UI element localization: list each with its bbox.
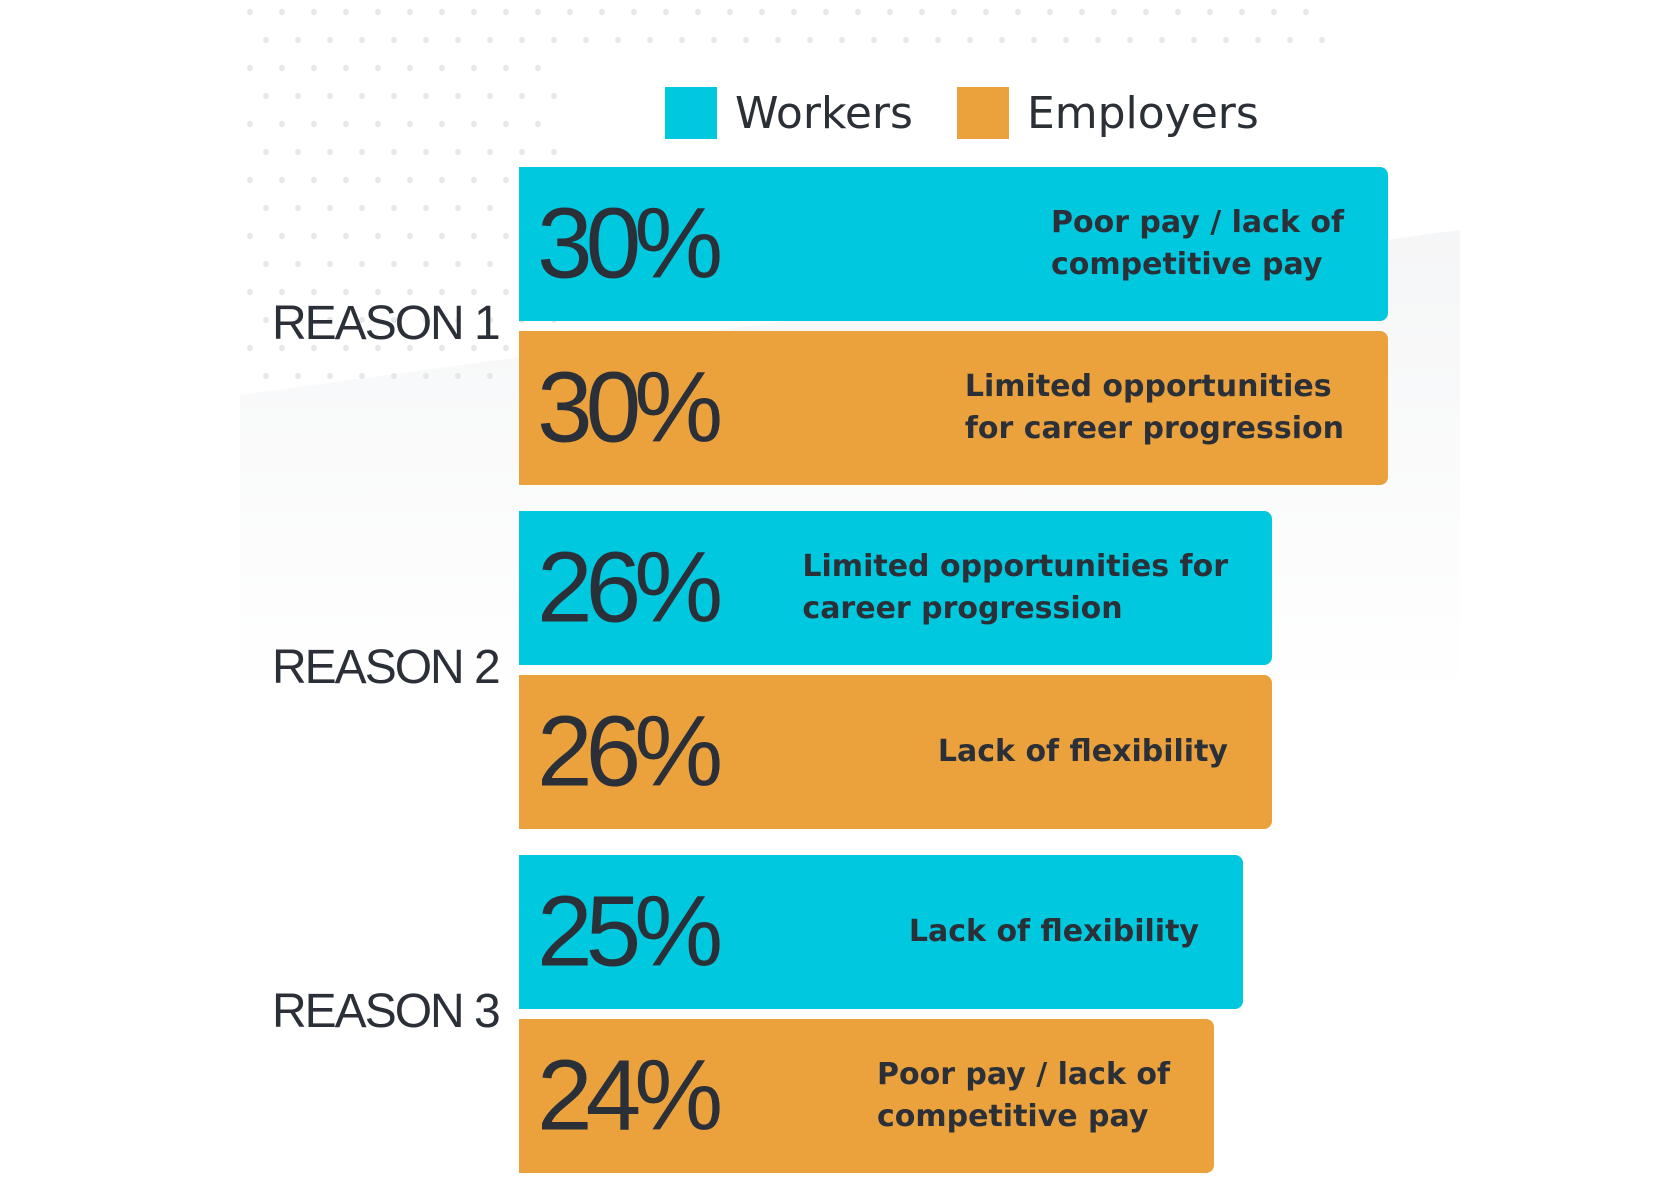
bar-employers-reason-1: 30% Limited opportunities for career prog… (519, 331, 1388, 485)
bar-value-label: 24% (537, 1039, 723, 1152)
legend: Workers Employers (665, 86, 1303, 140)
bar-workers-reason-2: 26% Limited opportunities for career prog… (519, 511, 1272, 665)
reason-label-3: REASON 3 (272, 985, 501, 1038)
bar-workers-reason-3: 25% Lack of flexibility (519, 855, 1243, 1009)
bar-reason-text: Lack of flexibility (937, 734, 1228, 769)
bar-reason-text: Lack of flexibility (908, 914, 1199, 949)
bar-reason-text: Poor pay / lack of competitive pay (876, 1057, 1170, 1134)
legend-swatch-employers (956, 87, 1009, 139)
legend-item-employers: Employers (956, 87, 1259, 139)
bar-value-label: 30% (537, 351, 723, 464)
bar-value-label: 26% (537, 695, 723, 808)
legend-item-workers: Workers (665, 87, 913, 139)
bar-reason-text: Limited opportunities for career progres… (802, 549, 1228, 626)
legend-swatch-workers (665, 87, 717, 139)
bar-value-label: 30% (537, 187, 723, 300)
bar-reason-text: Poor pay / lack of competitive pay (1050, 205, 1344, 282)
reason-label-1: REASON 1 (272, 297, 501, 350)
reason-label-2: REASON 2 (272, 641, 501, 694)
bar-employers-reason-2: 26% Lack of flexibility (519, 675, 1272, 829)
bar-reason-text: Limited opportunities for career progres… (964, 369, 1344, 446)
bar-workers-reason-1: 30% Poor pay / lack of competitive pay (519, 167, 1388, 321)
bar-value-label: 26% (537, 531, 723, 644)
bar-value-label: 25% (537, 875, 723, 988)
legend-label-workers: Workers (735, 87, 913, 139)
legend-label-employers: Employers (1026, 87, 1259, 139)
bar-employers-reason-3: 24% Poor pay / lack of competitive pay (519, 1019, 1214, 1173)
